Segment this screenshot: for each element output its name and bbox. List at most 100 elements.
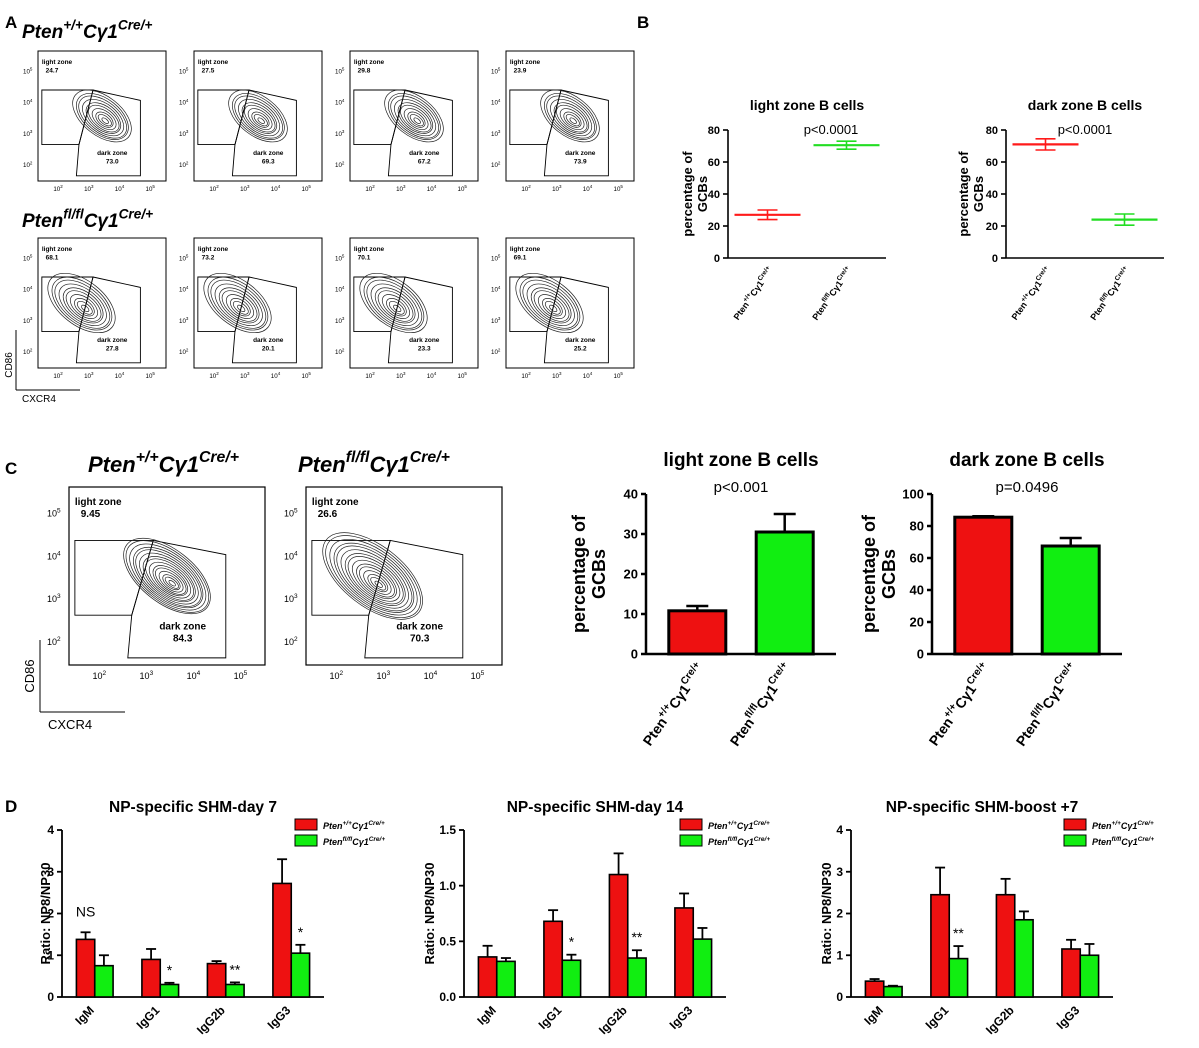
dark-zone-label: dark zone xyxy=(409,337,440,344)
contour-line xyxy=(363,570,392,595)
tick-exponent: 5 xyxy=(30,67,33,72)
bar xyxy=(1061,948,1082,998)
contour-line xyxy=(139,552,199,605)
y-tick-label: 1 xyxy=(47,948,54,962)
genotype-superscript: Cre/+ xyxy=(679,660,703,687)
x-tick-label: 104 xyxy=(271,184,281,193)
contour-line xyxy=(366,279,423,329)
tick-exponent: 3 xyxy=(91,184,94,189)
contour-line xyxy=(82,98,125,137)
panel-label-d: D xyxy=(5,797,17,816)
genotype-superscript: Cre/+ xyxy=(754,836,771,843)
genotype-text: Pten xyxy=(810,300,829,322)
contour-line xyxy=(133,546,204,609)
genotype-superscript: Cre/+ xyxy=(410,449,450,466)
y-axis-label: GCBs xyxy=(971,176,986,212)
contour-line xyxy=(359,566,395,598)
tick-exponent: 2 xyxy=(498,160,501,165)
y-tick-label: 0 xyxy=(47,990,54,1004)
light-zone-label: light zone xyxy=(354,59,385,66)
tick-exponent: 2 xyxy=(60,184,63,189)
y-tick-label: 4 xyxy=(836,823,843,837)
significance-label: * xyxy=(569,934,575,950)
contour-line xyxy=(234,95,283,139)
tick-exponent: 5 xyxy=(244,670,248,677)
x-tick-label: 105 xyxy=(614,184,624,193)
genotype-superscript: Cre/+ xyxy=(368,820,385,827)
y-axis-label: GCBs xyxy=(879,549,899,599)
genotype-text: Pten xyxy=(1013,715,1044,749)
genotype-superscript: +/+ xyxy=(343,820,353,827)
light-zone-value: 23.9 xyxy=(514,68,527,75)
tick-exponent: 5 xyxy=(342,254,345,259)
light-zone-value: 24.7 xyxy=(46,68,59,75)
y-tick-label: 0.0 xyxy=(439,990,456,1004)
tick-exponent: 2 xyxy=(57,636,61,643)
contour-line xyxy=(207,276,269,331)
p-value-label: p<0.001 xyxy=(714,479,769,496)
tick-exponent: 4 xyxy=(122,184,125,189)
panel-label-c: C xyxy=(5,459,17,478)
y-tick-label: 103 xyxy=(23,316,33,325)
y-tick-label: 105 xyxy=(179,254,189,263)
tick-exponent: 2 xyxy=(340,670,344,677)
contour-line xyxy=(232,300,249,315)
contour-line xyxy=(238,98,281,137)
y-axis-label: Ratio: NP8/NP30 xyxy=(819,863,834,965)
y-axis-label: Ratio: NP8/NP30 xyxy=(38,863,53,965)
y-tick-label: 60 xyxy=(708,157,720,169)
x-tick-label: 102 xyxy=(365,184,375,193)
cd86-axis-label: CD86 xyxy=(22,659,37,692)
genotype-superscript: +/+ xyxy=(1020,292,1031,304)
genotype-superscript: fl/fl xyxy=(728,836,738,843)
y-tick-label: 102 xyxy=(23,160,33,169)
y-tick-label: 103 xyxy=(491,129,501,138)
tick-exponent: 3 xyxy=(498,129,501,134)
y-tick-label: 105 xyxy=(335,67,345,76)
x-tick-label: 102 xyxy=(521,184,531,193)
contour-line xyxy=(210,279,267,329)
genotype-text: Cγ1 xyxy=(84,211,119,232)
contour-line xyxy=(367,574,389,593)
light-zone-value: 26.6 xyxy=(318,509,338,520)
genotype-text: Cγ1 xyxy=(737,821,754,831)
dark-zone-label: dark zone xyxy=(97,337,128,344)
x-category-label: IgG2b xyxy=(194,1003,228,1037)
x-category-label: IgG3 xyxy=(667,1003,696,1032)
tick-exponent: 3 xyxy=(91,371,94,376)
x-tick-label: 105 xyxy=(614,371,624,380)
flow-plot: 102 103 104 105 102 103 104 105 light zone 73.2 da… xyxy=(179,237,323,380)
contour-line xyxy=(162,574,181,591)
y-tick-label: 103 xyxy=(284,593,298,604)
y-tick-label: 104 xyxy=(23,285,33,294)
contour-line xyxy=(168,580,176,587)
contour-line xyxy=(95,111,114,128)
y-tick-label: 105 xyxy=(491,254,501,263)
contour-line xyxy=(218,287,260,324)
y-tick-label: 102 xyxy=(284,636,298,647)
flow-plot: 102 103 104 105 102 103 104 105 light zone 69.1 da… xyxy=(491,237,635,380)
y-tick-label: 104 xyxy=(179,98,189,107)
contour-line xyxy=(363,276,425,331)
genotype-superscript: Cre/+ xyxy=(753,820,770,827)
x-tick-label: 104 xyxy=(427,371,437,380)
genotype-superscript: Cre/+ xyxy=(757,265,772,283)
dark-zone-label: dark zone xyxy=(565,150,596,157)
x-tick-label: 102 xyxy=(521,371,531,380)
light-zone-label: light zone xyxy=(510,246,541,253)
y-tick-label: 103 xyxy=(179,316,189,325)
dark-zone-gate xyxy=(364,539,464,659)
y-axis-label: percentage of xyxy=(859,514,879,633)
x-tick-label: 104 xyxy=(424,670,438,681)
contour-line xyxy=(559,108,585,131)
significance-label: ** xyxy=(631,929,642,945)
genotype-title-a-ko: Ptenfl/flCγ1Cre/+ xyxy=(22,206,153,232)
genotype-text: Cγ1 xyxy=(1105,279,1123,298)
legend-swatch xyxy=(1063,818,1087,831)
dark-zone-label: dark zone xyxy=(565,337,596,344)
y-tick-label: 104 xyxy=(491,98,501,107)
dark-zone-value: 84.3 xyxy=(173,633,193,644)
flow-plot-frame xyxy=(37,50,167,182)
x-tick-label: 103 xyxy=(240,184,250,193)
contour-line xyxy=(214,283,263,327)
